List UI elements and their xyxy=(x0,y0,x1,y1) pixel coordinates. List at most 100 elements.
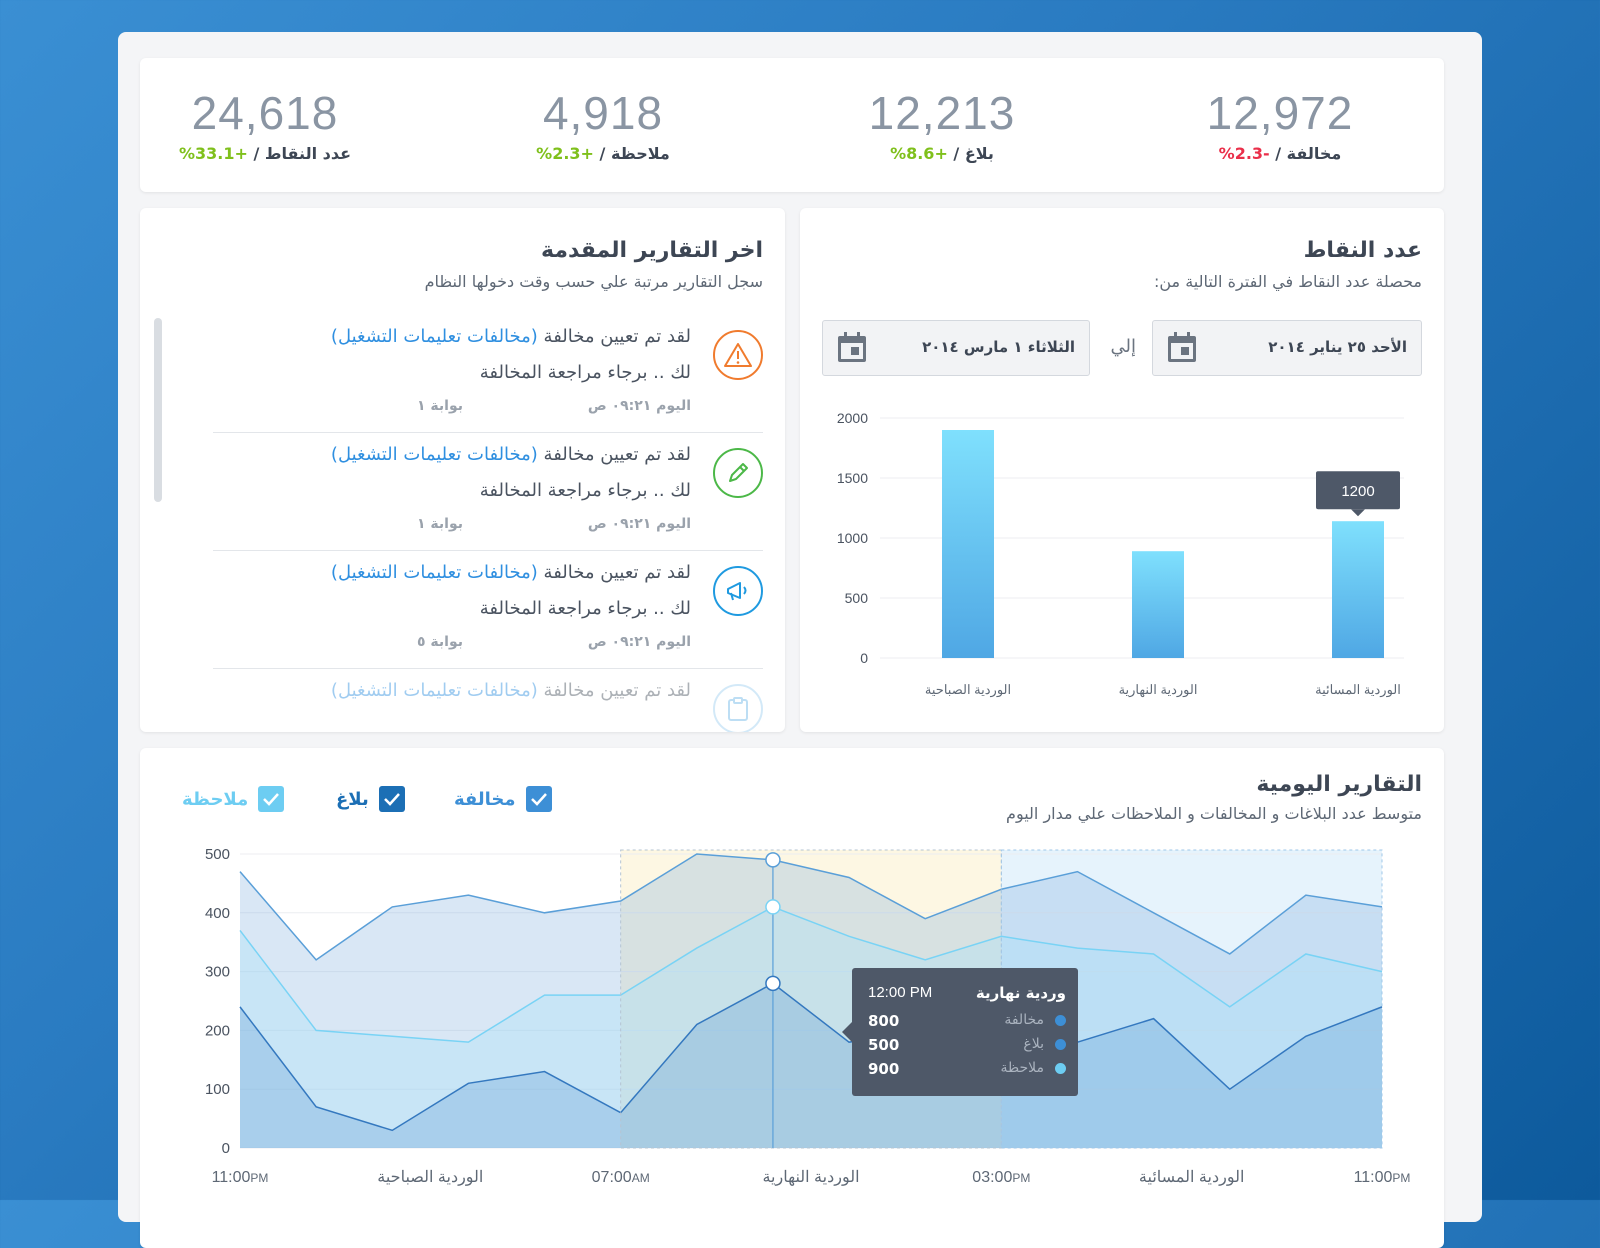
report-prefix: لقد تم تعيين مخالفة xyxy=(537,680,691,701)
tooltip-value: 500 xyxy=(868,1036,900,1054)
scrollbar[interactable] xyxy=(154,318,162,502)
stat-label: عدد النقاط / +33.1% xyxy=(135,144,395,163)
report-prefix: لقد تم تعيين مخالفة xyxy=(537,326,691,347)
dashboard-frame: 12,972 مخالفة / -2.3% 12,213 بلاغ / +8.6… xyxy=(118,32,1482,1248)
report-link[interactable]: (مخالفات تعليمات التشغيل) xyxy=(330,444,538,465)
list-item[interactable]: لقد تم تعيين مخالفة (مخالفات تعليمات الت… xyxy=(213,444,763,554)
panel-subtitle: سجل التقارير مرتبة علي حسب وقت دخولها ال… xyxy=(424,272,763,291)
report-text: لقد تم تعيين مخالفة (مخالفات تعليمات الت… xyxy=(331,444,691,465)
bar-tooltip-box xyxy=(1316,471,1400,510)
report-link[interactable]: (مخالفات تعليمات التشغيل) xyxy=(330,562,538,583)
tooltip-value: 900 xyxy=(868,1060,900,1078)
report-time: اليوم ٠٩:٢١ ص xyxy=(587,398,691,414)
legend-report-toggle[interactable]: بلاغ xyxy=(336,786,405,812)
series-line xyxy=(239,853,1383,961)
calendar-icon xyxy=(1167,331,1197,363)
panel-subtitle: محصلة عدد النقاط في الفترة التالية من: xyxy=(1153,272,1422,291)
x-tick-suffix: AM xyxy=(632,1171,650,1185)
pencil-icon xyxy=(713,448,763,498)
report-text: لقد تم تعيين مخالفة (مخالفات تعليمات الت… xyxy=(331,680,691,701)
y-tick-label: 1500 xyxy=(837,470,868,486)
latest-reports-panel: اخر التقارير المقدمة سجل التقارير مرتبة … xyxy=(140,208,785,732)
stat-label-text: بلاغ / xyxy=(947,144,994,163)
y-tick-label: 0 xyxy=(222,1140,230,1157)
report-prefix: لقد تم تعيين مخالفة xyxy=(537,562,691,583)
y-tick-label: 300 xyxy=(205,964,230,981)
report-link[interactable]: (مخالفات تعليمات التشغيل) xyxy=(330,326,538,347)
tooltip-time: 12:00 PM xyxy=(868,984,933,1001)
report-text-2: لك .. برجاء مراجعة المخالفة xyxy=(479,362,691,383)
list-item[interactable]: لقد تم تعيين مخالفة (مخالفات تعليمات الت… xyxy=(213,680,763,732)
stat-change: -2.3% xyxy=(1218,144,1270,163)
report-gate: بوابة ٥ xyxy=(416,634,463,650)
date-to-picker[interactable]: الثلاثاء ١ مارس ٢٠١٤ xyxy=(822,320,1090,376)
date-from-picker[interactable]: الأحد ٢٥ يناير ٢٠١٤ xyxy=(1152,320,1422,376)
x-tick-suffix: PM xyxy=(1012,1171,1030,1185)
stat-label-text: ملاحظة / xyxy=(593,144,670,163)
stat-value: 12,213 xyxy=(868,87,1016,139)
daily-area-chart: 0 100 200 300 400 500 11:00PM الوردية الصباحية 0… xyxy=(205,846,1411,1186)
report-gate: بوابة ١ xyxy=(416,516,463,532)
checkbox-checked-icon[interactable] xyxy=(258,786,285,812)
stat-value: 4,918 xyxy=(542,87,664,139)
x-tick-label: الوردية المسائية xyxy=(1315,682,1401,698)
stat-notes: 4,918 ملاحظة / +2.3% xyxy=(473,86,733,163)
x-tick-label: الوردية الصباحية xyxy=(925,682,1011,698)
series-line xyxy=(239,982,1383,1132)
y-tick-label: 500 xyxy=(845,590,869,606)
tooltip-title: وردية نهارية xyxy=(975,984,1066,1002)
stat-value: 12,972 xyxy=(1206,87,1354,139)
tooltip-label: بلاغ xyxy=(1023,1036,1044,1052)
stat-violations: 12,972 مخالفة / -2.3% xyxy=(1150,86,1410,163)
bar-tooltip-arrow xyxy=(1351,509,1365,517)
legend-violation-toggle[interactable]: مخالفة xyxy=(454,786,552,812)
x-tick-label: 07:00AM xyxy=(592,1169,650,1186)
stat-value: 24,618 xyxy=(191,87,339,139)
date-from-value: الأحد ٢٥ يناير ٢٠١٤ xyxy=(1268,338,1407,356)
legend-label: مخالفة xyxy=(454,788,516,810)
stat-label-text: مخالفة / xyxy=(1269,144,1342,163)
date-to-value: الثلاثاء ١ مارس ٢٠١٤ xyxy=(922,338,1075,356)
stat-label-text: عدد النقاط / xyxy=(247,144,352,163)
y-tick-label: 1000 xyxy=(837,530,868,546)
panel-title: اخر التقارير المقدمة xyxy=(541,238,763,263)
bar xyxy=(1332,521,1384,658)
report-text: لقد تم تعيين مخالفة (مخالفات تعليمات الت… xyxy=(331,562,691,583)
legend-note-toggle[interactable]: ملاحظة xyxy=(182,786,285,812)
y-tick-label: 2000 xyxy=(837,410,868,426)
divider xyxy=(213,550,763,551)
report-link[interactable]: (مخالفات تعليمات التشغيل) xyxy=(330,680,538,701)
series-area xyxy=(240,983,1382,1148)
report-text: لقد تم تعيين مخالفة (مخالفات تعليمات الت… xyxy=(331,326,691,347)
chart-tooltip: وردية نهارية 12:00 PM 800 مخالفة 500 بلا… xyxy=(842,968,1078,1096)
x-tick-suffix: PM xyxy=(250,1171,268,1185)
daily-reports-panel: التقارير اليومية متوسط عدد البلاغات و ال… xyxy=(140,748,1444,1248)
report-gate: بوابة ١ xyxy=(416,398,463,414)
panel-title: عدد النقاط xyxy=(1303,238,1422,263)
bar-tooltip: 1200 xyxy=(1316,471,1400,517)
x-tick-label: 11:00PM xyxy=(1354,1169,1411,1186)
x-tick-label: 03:00PM xyxy=(972,1169,1030,1186)
divider xyxy=(213,668,763,669)
x-tick-label: الوردية النهارية xyxy=(1119,682,1198,698)
stat-label: ملاحظة / +2.3% xyxy=(473,144,733,163)
calendar-icon xyxy=(837,331,867,363)
points-bar-chart: 0 500 1000 1500 2000 الوردية الصباحية الوردية … xyxy=(837,410,1404,698)
x-tick-label: 11:00PM xyxy=(212,1169,269,1186)
checkbox-checked-icon[interactable] xyxy=(378,786,405,812)
tooltip-arrow xyxy=(842,1022,852,1042)
list-item[interactable]: لقد تم تعيين مخالفة (مخالفات تعليمات الت… xyxy=(213,326,763,436)
points-panel: عدد النقاط محصلة عدد النقاط في الفترة ال… xyxy=(800,208,1444,732)
legend-label: بلاغ xyxy=(336,788,369,810)
report-text-2: لك .. برجاء مراجعة المخالفة xyxy=(479,480,691,501)
stat-change: +2.3% xyxy=(536,144,594,163)
stat-change: +33.1% xyxy=(178,144,248,163)
bar xyxy=(1132,551,1184,658)
checkbox-checked-icon[interactable] xyxy=(525,786,552,812)
to-label: إلي xyxy=(1110,336,1137,357)
x-tick-label: الوردية المسائية xyxy=(1139,1169,1245,1186)
list-item[interactable]: لقد تم تعيين مخالفة (مخالفات تعليمات الت… xyxy=(213,562,763,672)
hover-marker xyxy=(765,899,781,915)
warning-icon xyxy=(713,330,763,380)
report-prefix: لقد تم تعيين مخالفة xyxy=(537,444,691,465)
